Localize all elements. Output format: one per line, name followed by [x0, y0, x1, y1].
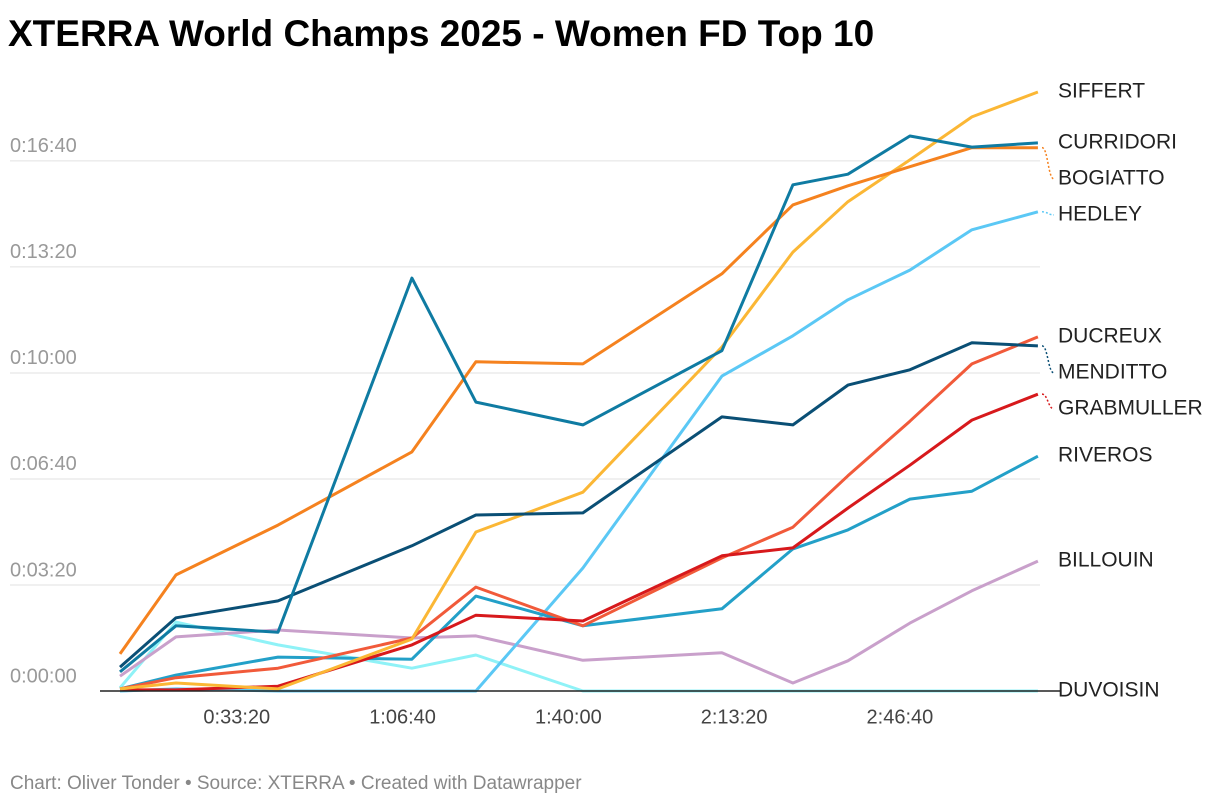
series-line: [120, 392, 1039, 692]
series-line: [119, 454, 1039, 691]
y-tick-label: 0:00:00: [10, 665, 77, 687]
y-tick-label: 0:06:40: [10, 453, 77, 475]
series-line: [119, 90, 1039, 691]
series-label: HEDLEY: [1058, 202, 1142, 225]
series-line: [119, 210, 1039, 693]
x-tick-label: 2:13:20: [701, 706, 768, 728]
label-connector: [1041, 211, 1055, 216]
series-label: SIFFERT: [1058, 80, 1145, 103]
y-tick-label: 0:03:20: [10, 559, 77, 581]
series-line: [119, 341, 1038, 669]
series-label: BILLOUIN: [1058, 549, 1154, 572]
x-tick-label: 0:33:20: [203, 706, 270, 728]
series-label: DUCREUX: [1058, 324, 1162, 347]
y-tick-label: 0:16:40: [10, 135, 77, 157]
x-tick-label: 1:40:00: [535, 706, 602, 728]
x-tick-label: 1:06:40: [369, 706, 436, 728]
series-line: [119, 134, 1038, 674]
y-tick-label: 0:13:20: [10, 241, 77, 263]
label-connector: [1041, 146, 1055, 180]
label-connector: [1041, 345, 1055, 374]
series-label: GRABMULLER: [1058, 396, 1203, 419]
series-line: [118, 146, 1038, 655]
x-tick-label: 2:46:40: [867, 706, 934, 728]
y-tick-label: 0:10:00: [10, 347, 77, 369]
label-connector: [1041, 393, 1055, 410]
series-label: BOGIATTO: [1058, 166, 1165, 189]
series-label: DUVOISIN: [1058, 679, 1160, 702]
footer: Chart: Oliver Tonder • Source: XTERRA • …: [10, 773, 582, 794]
series-line: [119, 335, 1039, 691]
chart-title: XTERRA World Champs 2025 - Women FD Top …: [8, 13, 874, 54]
series-label: MENDITTO: [1058, 360, 1167, 383]
series-label: CURRIDORI: [1058, 130, 1177, 153]
series-label: RIVEROS: [1058, 444, 1153, 467]
